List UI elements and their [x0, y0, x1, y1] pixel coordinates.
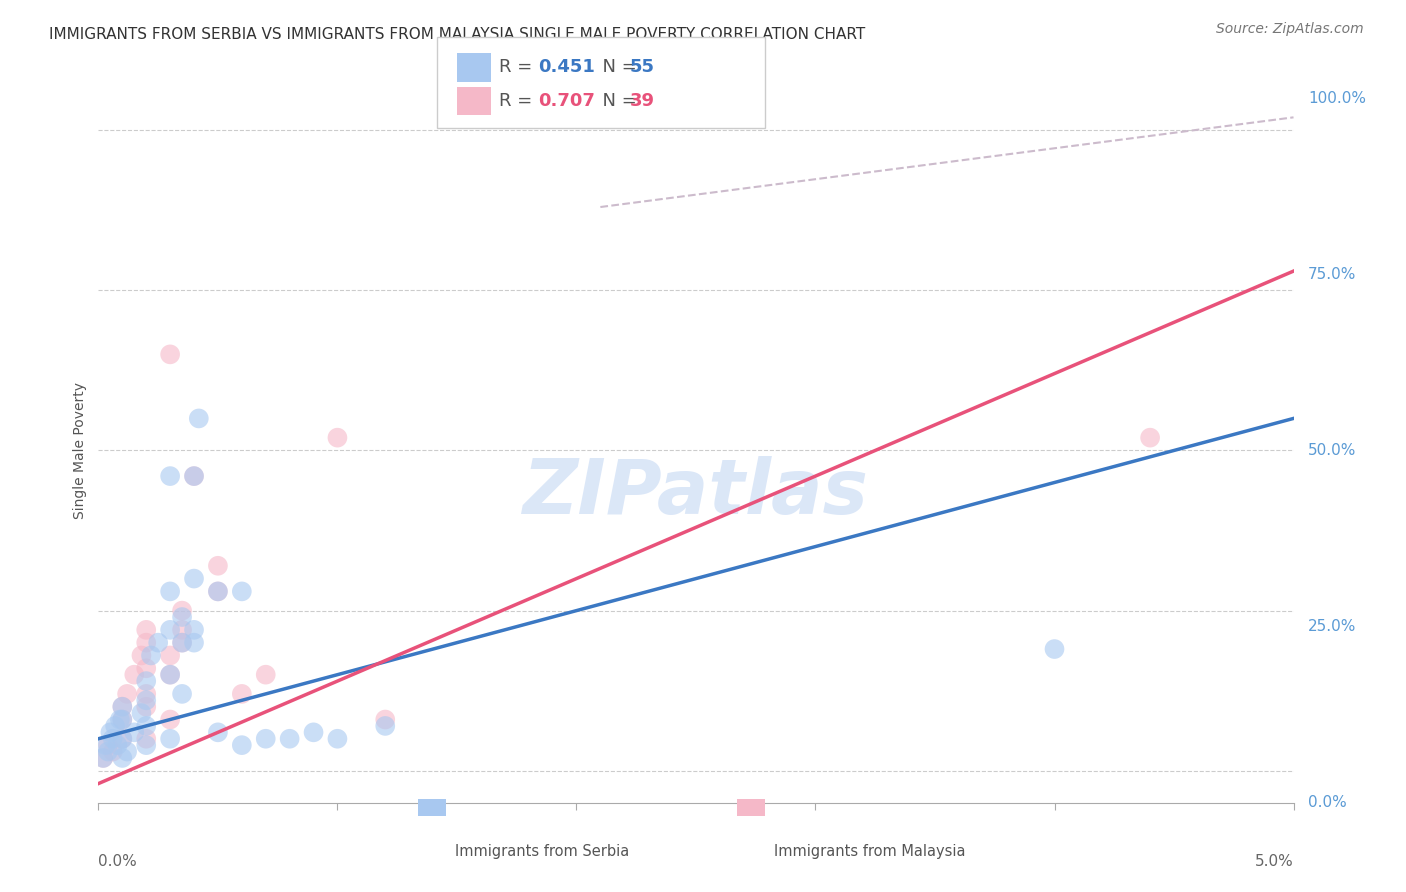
Point — [172, 623, 194, 637]
Text: R =: R = — [499, 58, 538, 76]
Point — [124, 667, 146, 681]
Point — [91, 751, 114, 765]
Text: Immigrants from Malaysia: Immigrants from Malaysia — [773, 844, 965, 859]
Point — [111, 713, 134, 727]
Point — [97, 745, 120, 759]
Text: 0.0%: 0.0% — [98, 854, 138, 869]
Point — [374, 719, 396, 733]
Point — [172, 610, 194, 624]
Point — [231, 584, 253, 599]
Point — [159, 667, 181, 681]
Text: 100.0%: 100.0% — [1308, 91, 1365, 105]
Point — [135, 719, 157, 733]
Text: 0.707: 0.707 — [538, 92, 595, 110]
Point — [135, 623, 157, 637]
Point — [135, 687, 157, 701]
Point — [159, 347, 181, 361]
Point — [124, 725, 146, 739]
Point — [254, 667, 277, 681]
Point — [278, 731, 301, 746]
Point — [159, 648, 181, 663]
Text: ZIPatlas: ZIPatlas — [523, 456, 869, 530]
Point — [111, 731, 134, 746]
Text: 39: 39 — [630, 92, 655, 110]
Point — [187, 411, 209, 425]
Point — [148, 635, 170, 649]
Point — [172, 635, 194, 649]
Point — [183, 572, 205, 586]
Point — [254, 731, 277, 746]
Text: Source: ZipAtlas.com: Source: ZipAtlas.com — [1216, 22, 1364, 37]
Point — [97, 738, 120, 752]
Text: N =: N = — [591, 92, 643, 110]
Text: 25.0%: 25.0% — [1308, 619, 1357, 634]
Point — [111, 699, 134, 714]
Point — [207, 584, 229, 599]
Point — [135, 699, 157, 714]
Text: 75.0%: 75.0% — [1308, 267, 1357, 282]
Point — [207, 725, 229, 739]
Point — [183, 635, 205, 649]
Text: 5.0%: 5.0% — [1254, 854, 1294, 869]
Text: 0.0%: 0.0% — [1308, 796, 1347, 810]
Point — [98, 725, 122, 739]
Point — [107, 738, 129, 752]
Point — [183, 469, 205, 483]
Point — [111, 699, 134, 714]
Point — [135, 693, 157, 707]
Point — [111, 751, 134, 765]
Point — [183, 469, 205, 483]
Point — [135, 635, 157, 649]
Point — [139, 648, 162, 663]
Point — [91, 751, 114, 765]
Point — [135, 731, 157, 746]
Text: R =: R = — [499, 92, 538, 110]
FancyBboxPatch shape — [737, 799, 765, 816]
Point — [159, 469, 181, 483]
Text: 55: 55 — [630, 58, 655, 76]
Text: 0.451: 0.451 — [538, 58, 595, 76]
Point — [302, 725, 325, 739]
Point — [135, 738, 157, 752]
Point — [135, 674, 157, 689]
Point — [1043, 642, 1066, 657]
Point — [183, 623, 205, 637]
Point — [326, 431, 349, 445]
Point — [94, 738, 117, 752]
Point — [172, 635, 194, 649]
Point — [131, 648, 153, 663]
Point — [104, 719, 127, 733]
Text: 50.0%: 50.0% — [1308, 443, 1357, 458]
Point — [131, 706, 153, 720]
Point — [159, 584, 181, 599]
Point — [159, 623, 181, 637]
Point — [159, 731, 181, 746]
Point — [101, 745, 124, 759]
Text: Immigrants from Serbia: Immigrants from Serbia — [454, 844, 628, 859]
Point — [326, 731, 349, 746]
Point — [231, 738, 253, 752]
Point — [1139, 431, 1161, 445]
Text: N =: N = — [591, 58, 643, 76]
Y-axis label: Single Male Poverty: Single Male Poverty — [73, 382, 87, 519]
Point — [101, 731, 124, 746]
Point — [115, 687, 138, 701]
Point — [135, 661, 157, 675]
Point — [207, 584, 229, 599]
Point — [207, 558, 229, 573]
Text: IMMIGRANTS FROM SERBIA VS IMMIGRANTS FROM MALAYSIA SINGLE MALE POVERTY CORRELATI: IMMIGRANTS FROM SERBIA VS IMMIGRANTS FRO… — [49, 27, 866, 42]
Point — [111, 713, 134, 727]
Point — [111, 731, 134, 746]
Point — [159, 713, 181, 727]
FancyBboxPatch shape — [418, 799, 446, 816]
Point — [159, 667, 181, 681]
Point — [172, 687, 194, 701]
Point — [231, 687, 253, 701]
Point — [172, 604, 194, 618]
Point — [374, 713, 396, 727]
Point — [115, 745, 138, 759]
Point — [108, 713, 131, 727]
